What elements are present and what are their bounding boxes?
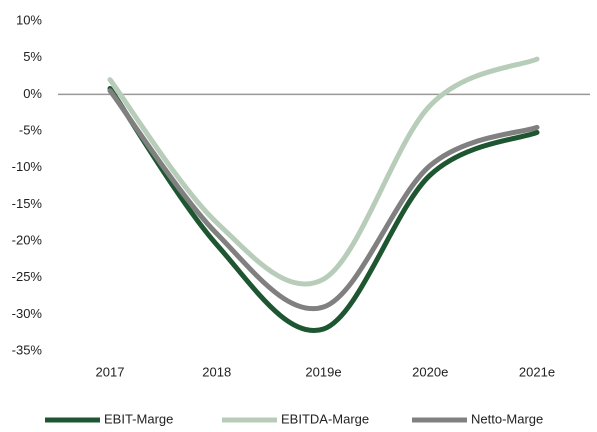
series-line [107, 85, 540, 334]
y-tick-label: -5% [19, 122, 43, 137]
series-line [107, 56, 540, 287]
x-tick-label: 2019e [305, 364, 341, 379]
series-line [107, 88, 540, 312]
y-tick-label: -30% [12, 306, 43, 321]
x-tick-label: 2017 [96, 364, 125, 379]
y-tick-label: 10% [16, 12, 42, 27]
legend-label: Netto-Marge [471, 411, 543, 426]
legend-label: EBIT-Marge [104, 411, 173, 426]
x-tick-label: 2018 [202, 364, 231, 379]
legend-label: EBITDA-Marge [281, 411, 369, 426]
y-tick-label: -25% [12, 269, 43, 284]
y-tick-label: -35% [12, 342, 43, 357]
y-tick-label: -20% [12, 232, 43, 247]
x-tick-label: 2021e [519, 364, 555, 379]
y-tick-label: 5% [23, 49, 42, 64]
y-tick-label: -10% [12, 159, 43, 174]
y-tick-label: 0% [23, 86, 42, 101]
x-tick-label: 2020e [412, 364, 448, 379]
y-tick-label: -15% [12, 196, 43, 211]
